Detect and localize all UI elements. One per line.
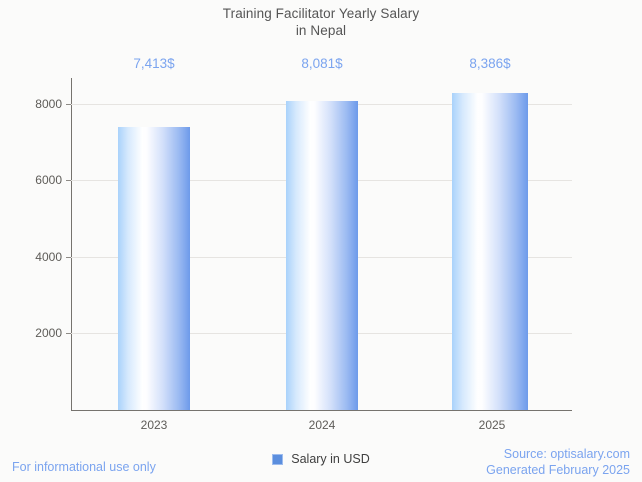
y-tick-label-8000: 8000 xyxy=(35,97,62,111)
y-tick-label-4000: 4000 xyxy=(35,250,62,264)
y-axis-line xyxy=(71,78,72,411)
generated-line: Generated February 2025 xyxy=(486,463,630,477)
chart-title-line-1: Training Facilitator Yearly Salary xyxy=(222,6,420,21)
legend-swatch-icon xyxy=(272,453,284,465)
tick-4000 xyxy=(66,257,71,258)
x-tick-label-2025: 2025 xyxy=(478,418,506,432)
chart-title: Training Facilitator Yearly Salary in Ne… xyxy=(0,5,642,39)
chart-legend: Salary in USD xyxy=(0,452,642,466)
plot-area xyxy=(66,78,572,410)
tick-8000 xyxy=(66,104,71,105)
bar-2025[interactable] xyxy=(452,93,528,410)
source-attribution: Source: optisalary.com Generated Februar… xyxy=(486,446,630,478)
tick-6000 xyxy=(66,180,71,181)
bar-value-label-2024: 8,081$ xyxy=(301,56,343,71)
bar-2023[interactable] xyxy=(118,127,190,410)
legend-item-label: Salary in USD xyxy=(291,452,370,466)
y-tick-label-2000: 2000 xyxy=(35,326,62,340)
legend-item-salary-in-usd[interactable]: Salary in USD xyxy=(272,452,370,466)
chart-title-line-2: in Nepal xyxy=(295,23,347,38)
y-tick-label-6000: 6000 xyxy=(35,173,62,187)
x-tick-label-2024: 2024 xyxy=(308,418,336,432)
source-line: Source: optisalary.com xyxy=(503,447,630,461)
informational-note: For informational use only xyxy=(12,460,156,474)
x-axis-line xyxy=(71,410,572,411)
bar-2024[interactable] xyxy=(286,101,358,410)
x-tick-label-2023: 2023 xyxy=(140,418,168,432)
bar-value-label-2023: 7,413$ xyxy=(133,56,175,71)
tick-2000 xyxy=(66,333,71,334)
bar-value-label-2025: 8,386$ xyxy=(469,56,511,71)
